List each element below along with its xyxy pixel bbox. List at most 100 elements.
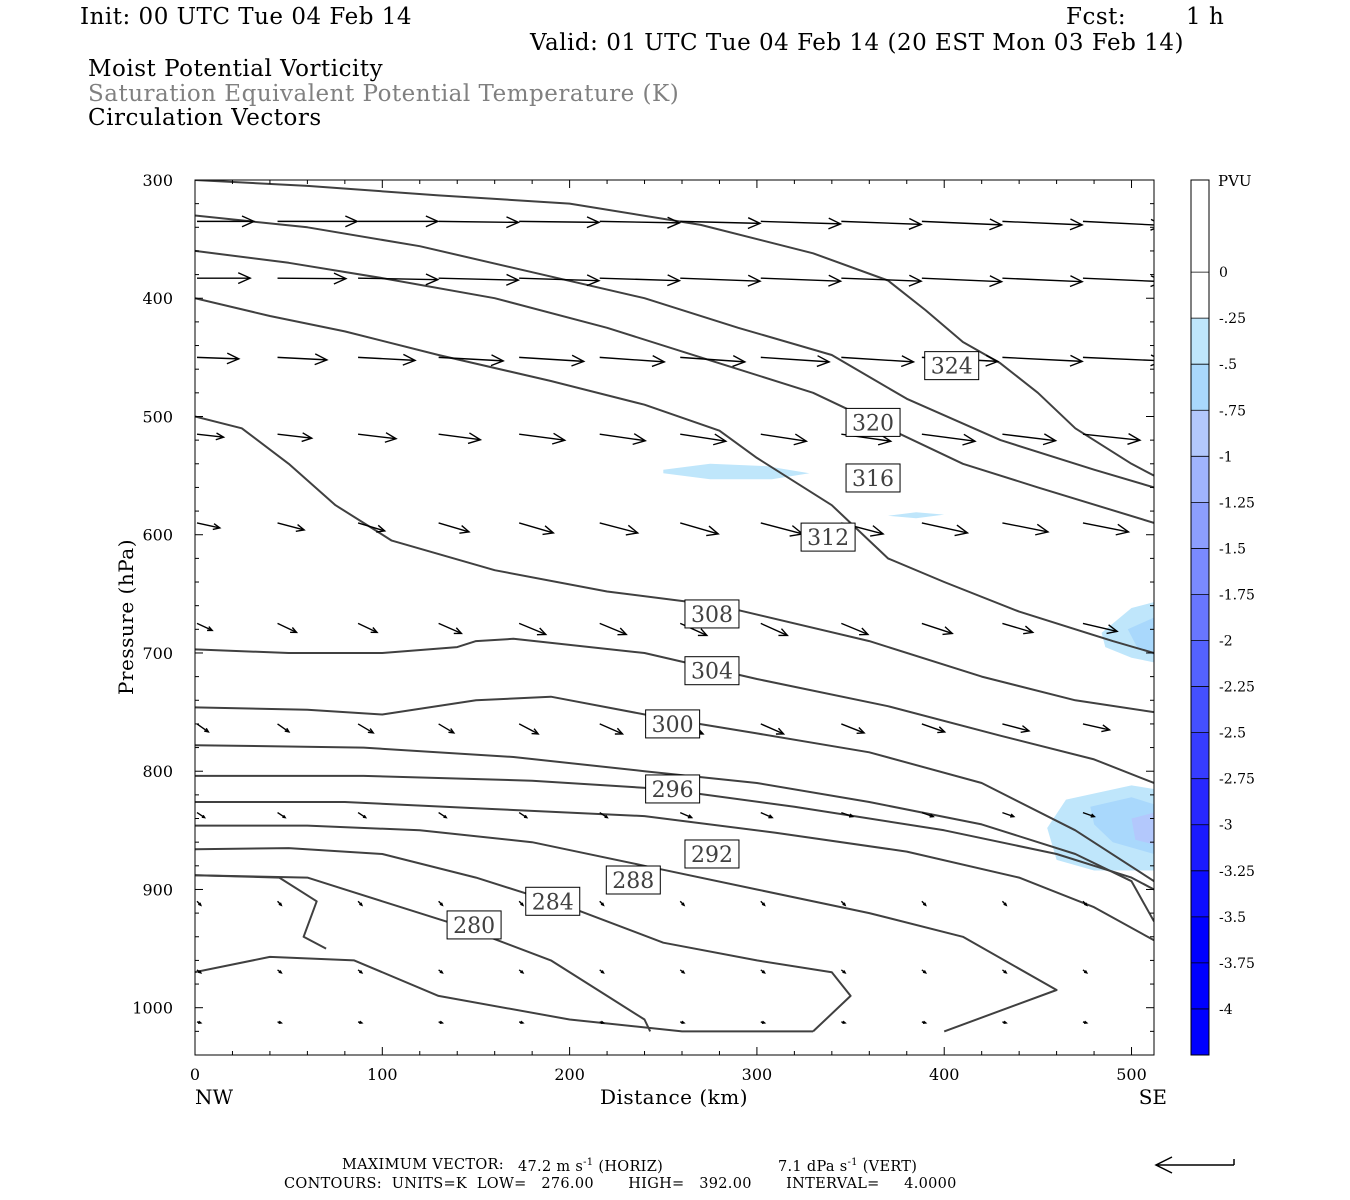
circulation-vector (196, 812, 207, 819)
colorbar-tick-label: -3.25 (1219, 864, 1255, 880)
circulation-vector (277, 215, 360, 228)
circulation-vector (921, 1020, 928, 1025)
x-tick-label: 200 (554, 1065, 585, 1084)
field-title-mpv: Moist Potential Vorticity (88, 56, 384, 82)
circulation-vector (921, 723, 947, 734)
colorbar-swatch (1191, 1008, 1209, 1055)
max-vert-vector: 7.1 dPa s-1 (VERT) (778, 1157, 917, 1175)
x-tick-label: 100 (367, 1065, 398, 1084)
circulation-vector (1082, 1020, 1089, 1025)
circulation-vector (680, 217, 762, 230)
y-tick-label: 600 (142, 526, 173, 545)
circulation-vector (599, 433, 647, 446)
circulation-vector (1002, 522, 1050, 536)
circulation-vector (760, 900, 766, 907)
contour-label-box (645, 709, 701, 739)
circulation-vector (1002, 622, 1035, 635)
contour-label-box (446, 910, 502, 940)
circulation-vector (679, 969, 686, 974)
circulation-vector (197, 272, 252, 285)
contour-label: 288 (612, 869, 654, 894)
circulation-vector (438, 812, 448, 819)
x-axis-label: Distance (km) (600, 1085, 748, 1109)
circulation-vector (277, 900, 283, 907)
contour-label: 312 (807, 526, 849, 551)
colorbar-tick-label: -1.75 (1219, 587, 1255, 603)
colorbar-tick-label: -3 (1219, 818, 1233, 834)
circulation-vector (841, 355, 916, 368)
theta-es-contour (195, 874, 327, 950)
colorbar-swatch (1191, 180, 1209, 273)
colorbar-tick-label: -4 (1219, 1002, 1233, 1018)
valid-time: Valid: 01 UTC Tue 04 Feb 14 (20 EST Mon … (530, 30, 1184, 56)
circulation-vector (1001, 969, 1008, 974)
circulation-vector (1082, 522, 1131, 536)
circulation-vector (1082, 218, 1154, 231)
circulation-vector (599, 1020, 606, 1025)
max-vector-label: MAXIMUM VECTOR: (342, 1157, 504, 1173)
theta-es-contours (195, 180, 1154, 1033)
circulation-vector (438, 216, 521, 229)
vert-exponent: -1 (847, 1157, 858, 1168)
colorbar-swatch (1191, 778, 1209, 825)
circulation-vector (1002, 1020, 1008, 1025)
forecast-hour: 1 h (1186, 4, 1225, 30)
circulation-vector (196, 969, 203, 974)
theta-es-contour (195, 415, 1154, 714)
max-horiz-vector: 47.2 m s-1 (HORIZ) (518, 1157, 663, 1175)
colorbar-swatch (1191, 594, 1209, 641)
circulation-vector (760, 622, 789, 637)
circulation-vector (599, 969, 605, 974)
circulation-vector (599, 216, 682, 229)
y-axis-label: Pressure (hPa) (114, 539, 138, 695)
circulation-vector (519, 216, 601, 229)
circulation-vector (921, 811, 935, 818)
colorbar-swatch (1191, 640, 1209, 687)
circulation-vector (1156, 970, 1160, 973)
circulation-vector (599, 723, 625, 735)
circulation-vector (841, 1020, 847, 1025)
circulation-vector (599, 812, 609, 819)
circulation-vector (760, 355, 831, 368)
circulation-vector (197, 215, 256, 228)
x-tick-label: 0 (190, 1065, 200, 1084)
contour-label: 324 (931, 355, 973, 380)
colorbar-tick-label: -1.5 (1219, 541, 1246, 557)
contour-label-box (924, 351, 980, 381)
pv-colorbar: 0 -.25 -.5 -.75 -1 -1.25 -1.5 -1.75 -2 -2.25 -2.5 -… (1190, 179, 1255, 1056)
circulation-vector (1082, 622, 1119, 635)
x-tick-label: 400 (929, 1065, 960, 1084)
circulation-vector (438, 622, 463, 635)
circulation-vector (438, 522, 471, 534)
vert-value: 7.1 dPa s (778, 1158, 848, 1175)
contour-labels: 280 284 288 292 296 300 304 308 312 316 320 324 (446, 351, 980, 940)
colorbar-tick-label: -2.5 (1219, 726, 1246, 742)
theta-es-contour (195, 744, 1154, 922)
circulation-vector (760, 522, 805, 537)
circulation-vector (438, 1020, 445, 1025)
x-tick-label: 300 (742, 1065, 773, 1084)
theta-es-contour (195, 955, 814, 1033)
circulation-vector (277, 812, 287, 819)
circulation-vector (438, 273, 521, 286)
field-title-theta-es: Saturation Equivalent Potential Temperat… (88, 81, 680, 107)
circulation-vector (196, 723, 210, 733)
circulation-vector (196, 522, 222, 531)
circulation-vector (760, 811, 774, 819)
circulation-vector (760, 723, 786, 735)
circulation-vector (921, 433, 977, 446)
circulation-vector (680, 433, 728, 446)
circulation-vector (680, 274, 762, 287)
circulation-vector (599, 355, 667, 368)
circulation-vector (840, 969, 847, 974)
circulation-vector (1156, 1021, 1160, 1023)
colorbar-tick-label: -2.25 (1219, 680, 1255, 696)
colorbar-swatch (1191, 502, 1209, 549)
circulation-vector (277, 353, 329, 366)
circulation-vector (196, 1020, 203, 1025)
colorbar-swatch (1191, 272, 1209, 319)
y-tick-label: 900 (142, 880, 173, 899)
circulation-vector (357, 622, 379, 634)
contour-info: CONTOURS: UNITS=K LOW= 276.00 HIGH= 392.… (284, 1176, 957, 1192)
